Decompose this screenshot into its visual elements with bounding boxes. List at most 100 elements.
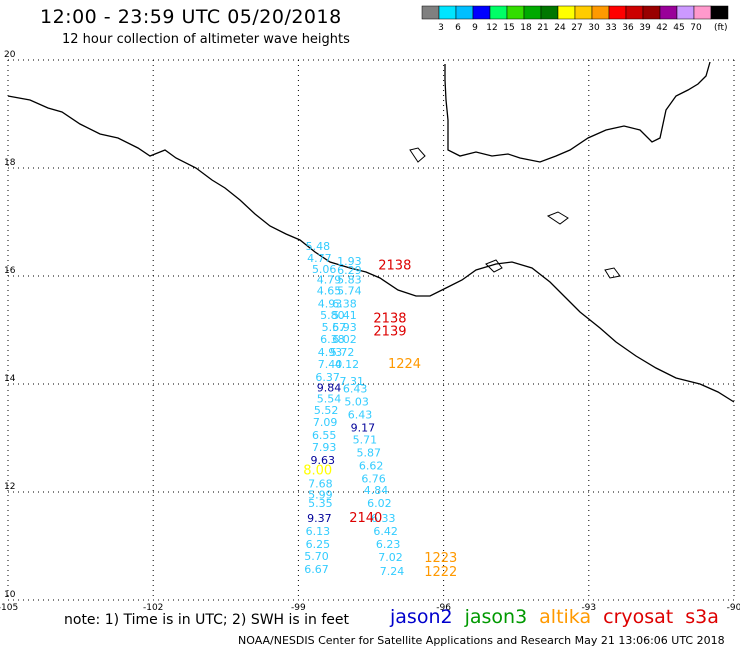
lon-tick-label: -99 xyxy=(291,603,306,613)
scale-swatch xyxy=(693,5,712,20)
wave-height-value: 1.93 xyxy=(337,255,362,268)
footer-note: note: 1) Time is in UTC; 2) SWH is in fe… xyxy=(64,612,350,628)
pass-number-label: 2138 xyxy=(373,311,406,326)
wave-height-value: 5.80 xyxy=(320,309,345,322)
scale-label: 45 xyxy=(673,23,684,33)
scale-swatch xyxy=(489,5,508,20)
scale-label: 6 xyxy=(455,23,461,33)
scale-label: 42 xyxy=(656,23,667,33)
lat-tick-label: 16 xyxy=(4,266,16,276)
wave-height-value: 5.03 xyxy=(344,396,369,409)
scale-swatch xyxy=(523,5,542,20)
scale-unit: (ft) xyxy=(714,23,728,33)
wave-height-value: 4.93 xyxy=(318,346,343,359)
lat-tick-label: 10 xyxy=(4,590,16,600)
wave-height-value: 6.42 xyxy=(373,525,398,538)
scale-swatch xyxy=(557,5,576,20)
wave-height-value: 6.37 xyxy=(315,371,340,384)
wave-height-value: 6.43 xyxy=(348,409,373,422)
map-title: 12:00 - 23:59 UTC 05/20/2018 xyxy=(40,6,342,28)
wave-height-value: 5.71 xyxy=(353,433,378,446)
satellite-jason3: jason3 xyxy=(464,606,528,628)
pass-number-label: 2138 xyxy=(378,259,411,274)
wave-height-value: 4.77 xyxy=(307,252,332,265)
wave-height-value: 5.48 xyxy=(306,240,331,253)
wave-height-value: 6.33 xyxy=(371,512,396,525)
lat-tick-label: 12 xyxy=(4,482,15,492)
wave-height-value: 9.63 xyxy=(311,454,336,467)
scale-swatch xyxy=(710,5,729,20)
lon-tick-label: -90 xyxy=(727,603,740,613)
wave-height-value: 7.31 xyxy=(340,375,365,388)
color-scale-bar: 3 6 9 12 15 18 21 24 27 30 33 36 39 42 45 70 (ft) xyxy=(421,5,729,33)
wave-height-value: 4.65 xyxy=(317,284,342,297)
scale-label: 12 xyxy=(486,23,497,33)
wave-height-value: 9.37 xyxy=(307,512,332,525)
pacific-coastline xyxy=(7,95,735,403)
wave-height-value: 9.17 xyxy=(351,422,376,435)
wave-height-value: 6.43 xyxy=(343,383,368,396)
lon-tick-label: -96 xyxy=(436,603,451,613)
scale-label: 39 xyxy=(639,23,651,33)
wave-height-value: 7.09 xyxy=(313,416,338,429)
map-subtitle: 12 hour collection of altimeter wave hei… xyxy=(62,32,350,47)
wave-height-value: 6.02 xyxy=(332,333,357,346)
wave-height-value: 5.54 xyxy=(317,392,342,405)
lagoon xyxy=(409,147,426,163)
satellite-s3a: s3a xyxy=(685,606,719,628)
scale-label: 21 xyxy=(537,23,548,33)
coastline xyxy=(7,61,735,403)
scale-swatch xyxy=(676,5,695,20)
footer-credit: NOAA/NESDIS Center for Satellite Applica… xyxy=(238,634,725,647)
scale-swatch xyxy=(642,5,661,20)
gulf-coastline xyxy=(444,61,711,163)
wave-height-value: 5.70 xyxy=(304,550,329,563)
wave-height-value: 6.02 xyxy=(367,497,392,510)
scale-swatch xyxy=(540,5,559,20)
wave-height-value: 6.38 xyxy=(320,333,345,346)
wave-height-value: 5.87 xyxy=(356,446,381,459)
pass-number-label: 2140 xyxy=(349,511,382,526)
scale-label: 24 xyxy=(554,23,566,33)
scale-label: 33 xyxy=(605,23,616,33)
wave-height-value: 7.02 xyxy=(378,551,403,564)
wave-height-observations: 5.484.77 1.935.06 6.294.795.834.655.744.93… xyxy=(304,240,404,578)
wave-height-value: 4.12 xyxy=(335,358,360,371)
axis-tick-labels: -105 -102 -99 -96 -93 -90 20 18 16 14 12 10 xyxy=(0,50,740,613)
wave-height-value: 7.24 xyxy=(380,565,405,578)
scale-swatch xyxy=(438,5,457,20)
scale-swatch xyxy=(659,5,678,20)
wave-height-value: 5.74 xyxy=(337,284,362,297)
satellite-jason2: jason2 xyxy=(390,606,453,628)
scale-label: 27 xyxy=(571,23,582,33)
scale-label: 30 xyxy=(588,23,600,33)
lon-tick-label: -105 xyxy=(0,603,18,613)
wave-height-value: 6.23 xyxy=(376,538,401,551)
scale-swatch xyxy=(472,5,491,20)
scale-label: 15 xyxy=(503,23,514,33)
scale-swatch xyxy=(625,5,644,20)
wave-height-value: 5.06 xyxy=(312,263,337,276)
wave-height-value: 9.84 xyxy=(317,382,342,395)
scale-swatch xyxy=(574,5,593,20)
scale-label: 36 xyxy=(622,23,634,33)
wave-height-value: 6.29 xyxy=(337,264,362,277)
inlet xyxy=(546,211,569,225)
scale-label: 70 xyxy=(690,23,702,33)
scale-swatch xyxy=(591,5,610,20)
wave-height-value: 5.83 xyxy=(337,274,362,287)
scale-swatch xyxy=(455,5,474,20)
wave-height-value: 5.35 xyxy=(308,497,333,510)
satellite-altika: altika xyxy=(539,606,592,628)
scale-swatch xyxy=(506,5,525,20)
satellite-legend: jason2 jason3 altika cryosat s3a xyxy=(390,606,731,628)
wave-height-value: 7.40 xyxy=(318,358,343,371)
wave-height-value: 6.76 xyxy=(361,472,386,485)
wave-height-value: 6.13 xyxy=(306,525,331,538)
satellite-cryosat: cryosat xyxy=(603,606,674,628)
wave-height-value: 6.38 xyxy=(332,297,357,310)
wave-height-value: 5.99 xyxy=(308,488,333,501)
wave-height-value: 5.67 xyxy=(322,321,347,334)
lat-tick-label: 18 xyxy=(4,158,16,168)
